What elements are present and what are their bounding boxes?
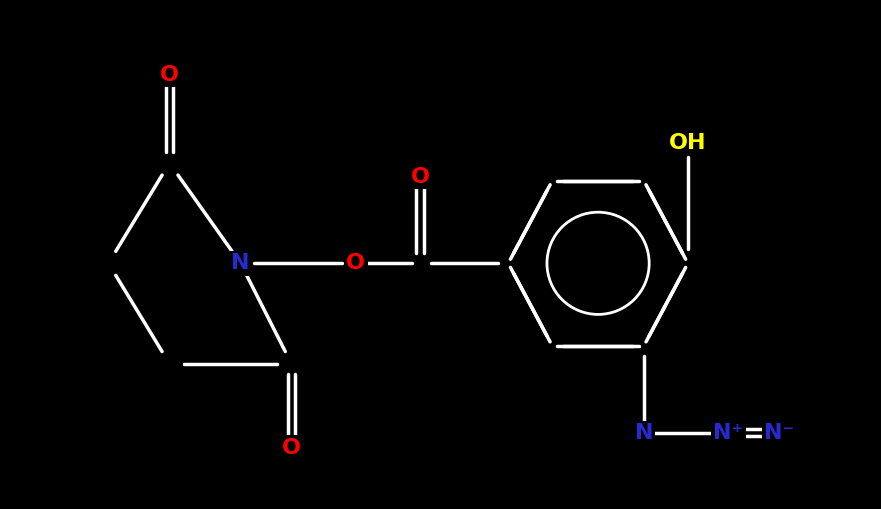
Text: N⁻: N⁻ (764, 423, 795, 443)
Text: O: O (346, 253, 366, 273)
Text: O: O (346, 253, 366, 273)
Text: O: O (282, 438, 301, 458)
Text: O: O (282, 438, 301, 458)
Text: O: O (411, 166, 430, 187)
Text: O: O (411, 166, 430, 187)
Text: N: N (232, 253, 250, 273)
Text: N: N (634, 423, 653, 443)
Text: OH: OH (669, 133, 707, 153)
Text: OH: OH (669, 133, 707, 153)
Text: N: N (634, 423, 653, 443)
Text: O: O (160, 65, 179, 85)
Text: N⁺: N⁺ (714, 423, 744, 443)
Text: N: N (232, 253, 250, 273)
Text: O: O (160, 65, 179, 85)
Text: N⁺: N⁺ (714, 423, 744, 443)
Text: N⁻: N⁻ (764, 423, 795, 443)
